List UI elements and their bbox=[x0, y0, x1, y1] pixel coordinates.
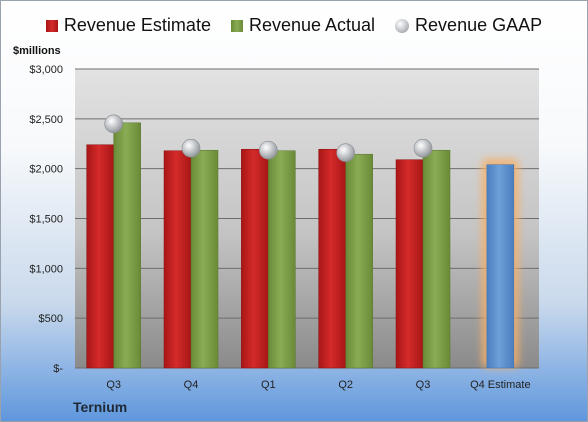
y-tick-label: $500 bbox=[39, 313, 63, 325]
x-tick-label: Q1 bbox=[261, 379, 276, 391]
legend-item-revenue-gaap: Revenue GAAP bbox=[395, 15, 542, 36]
legend-label: Revenue GAAP bbox=[415, 15, 543, 35]
y-tick-label: $1,500 bbox=[29, 214, 63, 226]
bar-revenue-actual bbox=[268, 150, 296, 369]
x-tick-label: Q3 bbox=[416, 379, 431, 391]
bar-revenue-estimate bbox=[395, 159, 424, 369]
y-tick-label: $2,000 bbox=[29, 164, 63, 176]
bar-revenue-estimate bbox=[486, 164, 515, 369]
y-axis-units-label: $millions bbox=[13, 45, 61, 57]
y-tick-label: $- bbox=[53, 363, 63, 375]
y-tick-label: $1,000 bbox=[29, 263, 63, 275]
y-tick-label: $2,500 bbox=[29, 114, 63, 126]
legend-label: Revenue Estimate bbox=[63, 15, 211, 35]
bar-revenue-estimate bbox=[86, 144, 114, 369]
bar-revenue-actual bbox=[422, 149, 451, 369]
y-tick-label: $3,000 bbox=[29, 64, 63, 76]
company-name: Ternium bbox=[73, 399, 128, 415]
point-revenue-gaap bbox=[259, 140, 278, 160]
legend: Revenue Estimate Revenue Actual Revenue GA… bbox=[1, 15, 587, 36]
bar-revenue-estimate bbox=[163, 150, 192, 369]
legend-swatch bbox=[395, 18, 410, 33]
point-revenue-gaap bbox=[336, 143, 355, 163]
legend-item-revenue-estimate: Revenue Estimate bbox=[45, 15, 211, 36]
bar-revenue-estimate bbox=[318, 148, 346, 369]
legend-label: Revenue Actual bbox=[248, 15, 376, 35]
legend-swatch bbox=[45, 19, 58, 32]
x-tick-label: Q3 bbox=[106, 379, 121, 391]
point-revenue-gaap bbox=[181, 138, 201, 158]
bar-revenue-actual bbox=[113, 122, 141, 369]
legend-item-revenue-actual: Revenue Actual bbox=[230, 15, 376, 36]
bar-revenue-actual bbox=[190, 149, 219, 369]
legend-swatch bbox=[230, 19, 243, 32]
point-revenue-gaap bbox=[413, 138, 433, 158]
x-tick-label: Q4 bbox=[184, 379, 199, 391]
x-tick-label: Q4 Estimate bbox=[470, 379, 531, 391]
bar-revenue-estimate bbox=[241, 148, 269, 369]
point-revenue-gaap bbox=[104, 114, 123, 134]
bar-revenue-actual bbox=[345, 153, 373, 369]
x-tick-label: Q2 bbox=[338, 379, 353, 391]
